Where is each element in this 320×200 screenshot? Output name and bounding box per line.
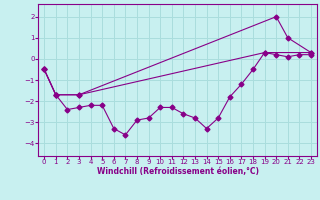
X-axis label: Windchill (Refroidissement éolien,°C): Windchill (Refroidissement éolien,°C) bbox=[97, 167, 259, 176]
